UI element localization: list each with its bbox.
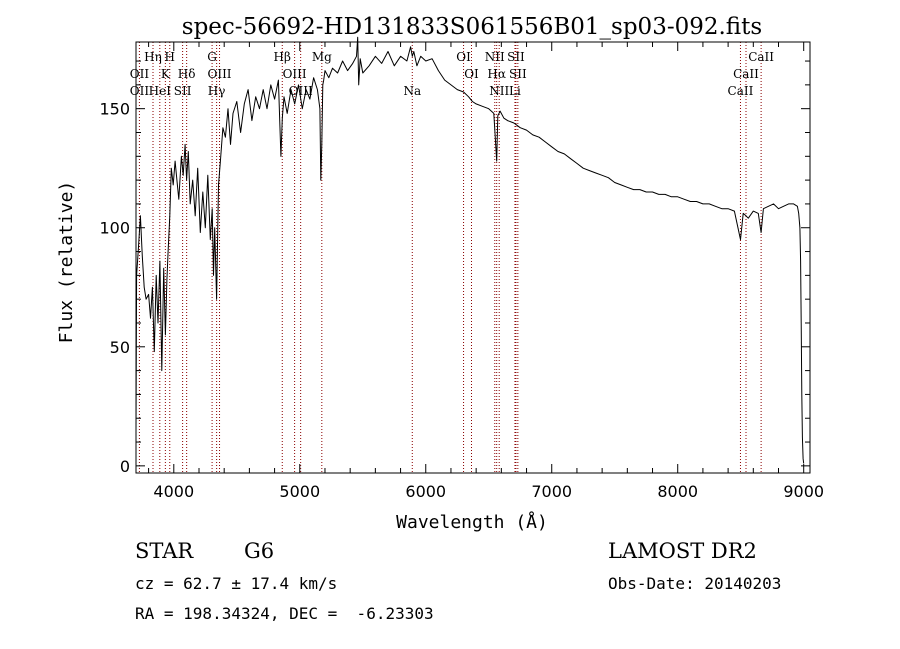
line-marker-label: OII — [130, 67, 150, 81]
line-marker-label: OI — [464, 67, 479, 81]
line-marker-label: K — [161, 67, 171, 81]
y-tick-label: 100 — [99, 219, 130, 238]
line-marker-label: Mg — [312, 50, 332, 64]
line-marker-label: HeI — [149, 84, 172, 98]
line-marker-label: Hη — [144, 50, 162, 64]
y-axis-ticks: 0 50 100 150 — [99, 60, 810, 476]
x-axis-ticks: 4000 5000 6000 7000 8000 9000 — [148, 42, 824, 501]
x-tick-label: 9000 — [783, 482, 824, 501]
chart-title: spec-56692-HD131833S061556B01_sp03-092.f… — [182, 14, 762, 40]
line-marker-label: SII — [509, 67, 527, 81]
line-marker-label: NII — [485, 50, 505, 64]
line-marker-label: OI — [456, 50, 471, 64]
line-marker-label: CaII — [733, 67, 759, 81]
y-axis-label: Flux (relative) — [56, 181, 77, 344]
x-axis-label: Wavelength (Å) — [396, 511, 548, 533]
line-marker-label: G — [207, 50, 217, 64]
line-marker-label: OIII — [207, 67, 231, 81]
line-marker-label: Na — [403, 84, 421, 98]
line-marker-label: NII — [489, 84, 509, 98]
subclass: G6 — [244, 539, 275, 563]
x-tick-label: 5000 — [279, 482, 320, 501]
line-marker-label: SII — [507, 50, 525, 64]
object-class: STAR — [135, 539, 194, 563]
line-marker-label: CaII — [728, 84, 754, 98]
line-marker-label: OIII — [283, 67, 307, 81]
x-tick-label: 7000 — [531, 482, 572, 501]
line-marker-label: OII — [130, 84, 150, 98]
line-marker-label: H — [165, 50, 175, 64]
observation-date: Obs-Date: 20140203 — [608, 574, 782, 593]
line-marker-label: Hα — [487, 67, 506, 81]
line-marker-label: Hδ — [178, 67, 196, 81]
x-tick-label: 4000 — [153, 482, 194, 501]
line-marker-label: Hβ — [274, 50, 291, 64]
plot-frame — [135, 41, 811, 474]
y-tick-label: 150 — [99, 100, 130, 119]
line-marker-label: Li — [509, 84, 521, 98]
line-marker-label: CaII — [748, 50, 774, 64]
survey-name: LAMOST DR2 — [608, 539, 757, 563]
line-marker-label: Hγ — [208, 84, 226, 98]
spectrum-line — [135, 36, 805, 464]
coordinates: RA = 198.34324, DEC = -6.23303 — [135, 604, 434, 623]
spectral-line-markers — [138, 42, 762, 473]
x-tick-label: 6000 — [405, 482, 446, 501]
line-marker-label: OIII — [289, 84, 313, 98]
y-tick-label: 0 — [120, 457, 130, 476]
x-tick-label: 8000 — [657, 482, 698, 501]
y-tick-label: 50 — [110, 338, 130, 357]
line-marker-label: SII — [174, 84, 192, 98]
redshift-value: cz = 62.7 ± 17.4 km/s — [135, 574, 338, 593]
